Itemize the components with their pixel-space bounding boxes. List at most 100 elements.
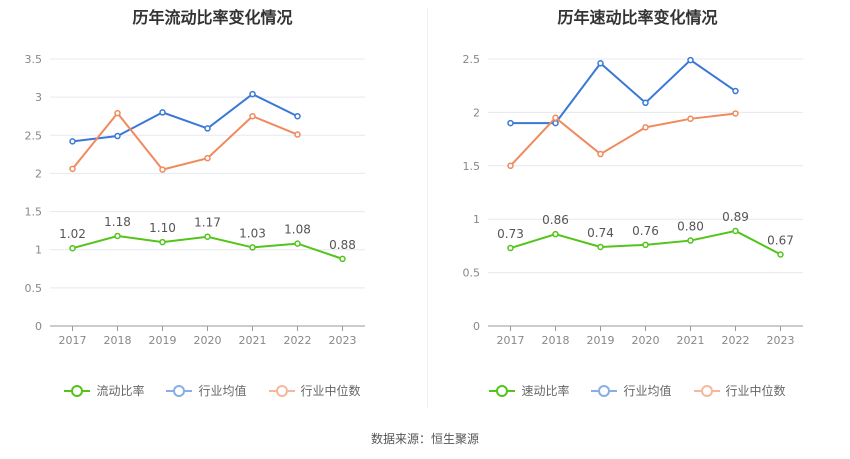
data-point (339, 255, 346, 263)
x-tick-label: 2021 (677, 334, 705, 347)
data-point (204, 125, 211, 132)
chart-title: 历年流动比率变化情况 (132, 8, 293, 27)
legend-label: 行业均值 (623, 384, 672, 398)
y-tick-label: 2 (35, 167, 42, 180)
legend-label: 行业均值 (198, 384, 247, 398)
x-tick-label: 2020 (194, 334, 222, 347)
data-point (597, 243, 604, 251)
data-point (507, 119, 514, 127)
data-source: 数据来源：恒生聚源 (370, 432, 479, 446)
data-point (687, 56, 694, 64)
series-line (72, 92, 298, 143)
legend-item[interactable]: 流动比率 (64, 382, 144, 399)
y-tick-label: 2.5 (25, 129, 43, 142)
quick-ratio-plot: 0 0.5 1 1.5 2 2.5 2017 2018 2019 2020 2021 2022 2023… (463, 53, 803, 347)
legend-item[interactable]: 行业均值 (166, 382, 247, 399)
x-tick-label: 2018 (104, 334, 132, 347)
data-point (597, 150, 604, 158)
current-ratio-chart: 历年流动比率变化情况 0 0.5 1 1.5 2 2.5 3 3.5 2017 2018 2019 2… (0, 0, 425, 420)
data-point (552, 114, 559, 121)
y-tick-label: 2 (473, 106, 480, 119)
x-tick-label: 2022 (722, 334, 750, 347)
data-point (114, 132, 121, 140)
data-point (687, 115, 694, 123)
legend-marker-icon (693, 384, 720, 398)
x-tick-label: 2023 (767, 334, 795, 347)
legend-label: 流动比率 (96, 384, 145, 398)
legend-label: 速动比率 (521, 384, 570, 398)
data-label: 0.74 (587, 226, 614, 240)
data-point (507, 162, 514, 170)
legend-marker-icon (591, 384, 618, 398)
x-tick-label: 2023 (329, 334, 357, 347)
x-tick-label: 2017 (497, 334, 525, 347)
data-label: 1.10 (149, 221, 176, 235)
legend-label: 行业中位数 (725, 384, 786, 398)
y-tick-label: 1.5 (25, 206, 43, 219)
data-point (159, 238, 166, 246)
data-label: 0.89 (722, 210, 749, 224)
current-ratio-plot: 0 0.5 1 1.5 2 2.5 3 3.5 2017 2018 2019 2020 2021 2022… (25, 53, 365, 347)
y-tick-label: 0 (473, 320, 480, 333)
data-point (642, 124, 649, 131)
data-point (114, 232, 121, 240)
data-point (159, 109, 166, 116)
x-tick-label: 2020 (632, 334, 660, 347)
data-point (642, 99, 649, 107)
data-point (777, 251, 784, 258)
legend-item[interactable]: 行业中位数 (693, 382, 786, 399)
data-point (294, 240, 301, 247)
legend-marker-icon (268, 384, 295, 398)
quick-ratio-chart: 历年速动比率变化情况 0 0.5 1 1.5 2 2.5 2017 2018 2019 2020 2… (425, 0, 850, 420)
legend-item[interactable]: 行业均值 (591, 382, 672, 399)
series-line (510, 58, 737, 125)
x-tick-label: 2022 (284, 334, 312, 347)
data-point (249, 90, 256, 98)
data-point (69, 138, 76, 145)
data-point (294, 112, 301, 120)
y-tick-label: 0 (35, 320, 42, 333)
x-tick-label: 2019 (587, 334, 615, 347)
data-point (687, 237, 694, 244)
legend-marker-icon (166, 384, 193, 398)
y-tick-label: 2.5 (463, 53, 481, 66)
data-point (732, 87, 739, 95)
data-point (552, 119, 559, 127)
data-label: 0.67 (767, 233, 794, 247)
legend-item[interactable]: 速动比率 (489, 382, 569, 399)
legend-item[interactable]: 行业中位数 (268, 382, 361, 399)
data-label: 0.86 (542, 213, 569, 227)
data-label: 1.08 (284, 223, 311, 237)
data-label: 1.18 (104, 215, 131, 229)
y-tick-label: 3.5 (25, 53, 43, 66)
data-point (249, 244, 256, 251)
data-point (552, 230, 559, 238)
legend-label: 行业中位数 (300, 384, 361, 398)
chart-title: 历年速动比率变化情况 (557, 8, 718, 27)
chart-legend: 速动比率 行业均值 行业中位数 (425, 382, 850, 399)
series-line (509, 112, 736, 167)
chart-legend: 流动比率 行业均值 行业中位数 (0, 382, 425, 399)
x-tick-label: 2021 (239, 334, 267, 347)
data-point (114, 109, 121, 117)
data-point (294, 131, 301, 138)
series-line (71, 111, 298, 171)
y-tick-label: 1 (35, 244, 42, 257)
data-label: 0.88 (329, 238, 356, 252)
legend-marker-icon (64, 384, 91, 398)
y-tick-label: 1 (473, 213, 480, 226)
data-label: 0.73 (497, 227, 524, 241)
data-point (69, 244, 76, 252)
y-tick-label: 0.5 (463, 267, 481, 280)
data-label: 1.02 (59, 227, 86, 241)
x-tick-label: 2018 (542, 334, 570, 347)
y-tick-label: 0.5 (25, 282, 43, 295)
data-point (732, 110, 739, 117)
data-point (159, 166, 166, 173)
data-point (204, 154, 211, 162)
y-tick-label: 1.5 (463, 160, 481, 173)
data-point (597, 60, 604, 67)
y-tick-label: 3 (35, 91, 42, 104)
x-tick-label: 2019 (149, 334, 177, 347)
data-point (69, 165, 76, 173)
